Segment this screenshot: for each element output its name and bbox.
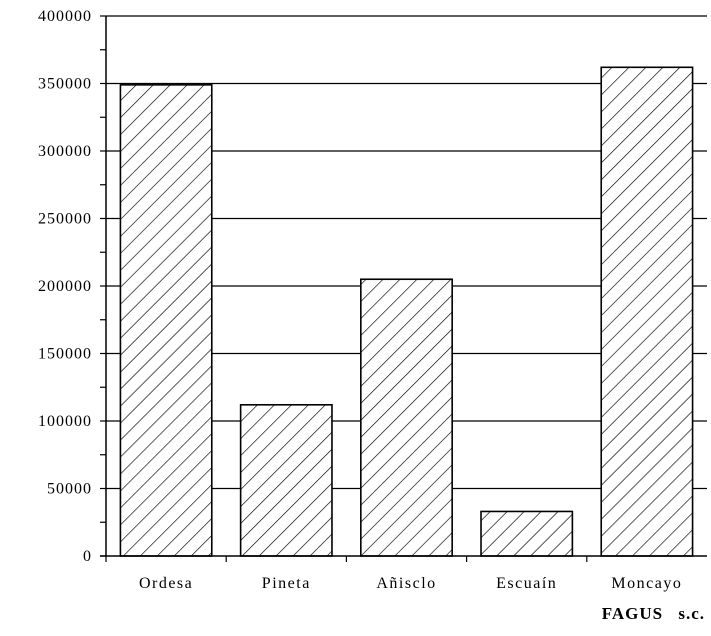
y-tick-label: 350000 (38, 76, 92, 93)
credit-label: FAGUS s.c. (601, 604, 705, 623)
bar-pineta (239, 403, 333, 557)
y-tick-label: 400000 (38, 8, 92, 25)
y-tick-label: 150000 (38, 346, 92, 363)
y-tick-label: 100000 (38, 413, 92, 430)
y-tick-label: 50000 (47, 481, 92, 498)
y-axis-ticks: 0 50000 100000 150000 200000 250000 300000 3500… (38, 8, 106, 565)
y-tick-label: 250000 (38, 211, 92, 228)
x-tick-label: Moncayo (611, 575, 682, 592)
x-tick-label: Añisclo (376, 575, 436, 592)
bar-moncayo (600, 66, 694, 557)
y-tick-label: 200000 (38, 278, 92, 295)
y-tick-label: 0 (83, 548, 92, 565)
bar-añisclo (360, 278, 453, 557)
x-tick-label: Ordesa (139, 575, 193, 592)
x-tick-label: Pineta (262, 575, 311, 592)
bar-escuaín (480, 510, 574, 557)
x-axis-labels: Ordesa Pineta Añisclo Escuaín Moncayo (105, 556, 682, 592)
y-tick-label: 300000 (38, 143, 92, 160)
x-tick-label: Escuaín (496, 575, 557, 592)
bar-chart: 0 50000 100000 150000 200000 250000 300000 3500… (38, 8, 707, 592)
bar-ordesa (119, 84, 213, 557)
bars (119, 66, 694, 557)
